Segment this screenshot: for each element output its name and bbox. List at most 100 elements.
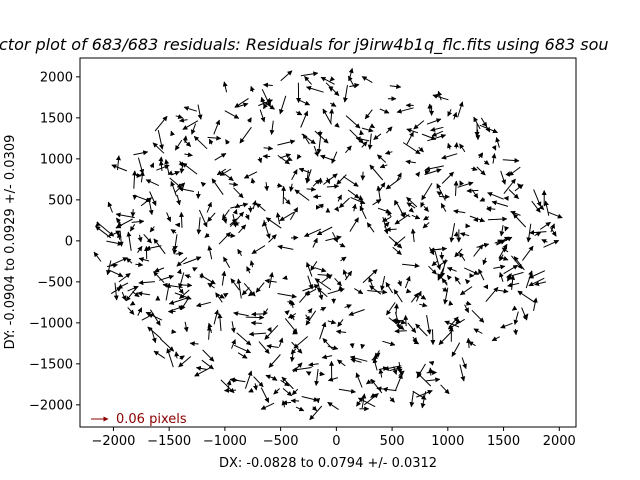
residual-vector: [230, 321, 236, 333]
residual-vector: [441, 171, 454, 184]
residual-vector: [260, 402, 275, 410]
residual-vector: [179, 163, 185, 174]
residual-vector: [506, 273, 513, 282]
residual-vector: [268, 272, 274, 289]
residual-vector: [499, 225, 505, 237]
residual-vector: [320, 154, 334, 161]
residual-vector: [327, 376, 339, 382]
residual-vector: [309, 405, 323, 421]
residual-vector: [361, 127, 374, 133]
residual-vector: [292, 362, 303, 373]
residual-vector: [246, 117, 252, 123]
residual-vector: [175, 222, 181, 228]
residual-vector: [184, 274, 192, 279]
residual-vector: [223, 256, 231, 269]
residual-vector: [258, 341, 270, 354]
residual-vector: [305, 310, 317, 326]
residual-vector: [529, 230, 547, 236]
residual-vector: [402, 142, 421, 155]
residual-vector: [320, 76, 335, 85]
residual-vector: [133, 150, 149, 156]
residual-vector: [419, 302, 428, 308]
residual-vector: [544, 200, 550, 216]
residual-vector: [219, 293, 225, 299]
residual-vector: [158, 156, 164, 162]
residual-vector: [512, 213, 527, 228]
residual-vector: [379, 108, 390, 114]
residual-vector: [366, 222, 375, 233]
residual-vector: [253, 376, 264, 388]
residual-vector: [178, 186, 194, 192]
residual-vector: [116, 232, 122, 240]
residual-vector: [504, 225, 510, 232]
residual-vector: [260, 96, 266, 109]
residual-vector: [207, 212, 216, 222]
residual-vector: [459, 232, 470, 237]
residual-vector: [127, 285, 139, 292]
x-axis-ticks: −2000 −1500 −1000 −500 0 500 1000 1500 2000: [91, 427, 576, 449]
residual-vector: [499, 255, 509, 261]
residual-vector: [339, 242, 346, 248]
residual-vector: [392, 246, 402, 255]
residual-vector: [222, 292, 229, 298]
residual-vector: [345, 115, 361, 129]
residual-vector: [180, 296, 190, 311]
residual-vector: [250, 85, 255, 93]
residual-vector: [405, 159, 416, 165]
residual-vector: [428, 360, 435, 366]
quiver-key: 0.06 pixels: [91, 412, 187, 427]
residual-vector: [416, 363, 426, 379]
residual-vector: [416, 389, 433, 398]
residual-vector: [349, 343, 355, 349]
residual-vector: [428, 265, 437, 275]
residual-vector: [266, 343, 279, 349]
residual-vector: [510, 210, 521, 216]
residual-vector: [406, 131, 414, 145]
residual-vector: [322, 338, 334, 350]
residual-vector: [167, 170, 174, 176]
residual-vector: [506, 271, 524, 279]
residual-vector: [448, 300, 454, 306]
residual-vector: [360, 343, 366, 350]
residual-vector: [426, 377, 441, 383]
x-tick-label: −2000: [91, 434, 135, 449]
quiver-key-label: 0.06 pixels: [116, 412, 187, 427]
residual-vector: [300, 71, 319, 77]
residual-vector: [153, 271, 165, 284]
residual-vector: [378, 368, 384, 378]
residual-vector: [179, 117, 188, 123]
residual-vector: [454, 248, 463, 258]
residual-vector: [523, 313, 529, 320]
residual-vector: [325, 82, 340, 96]
residual-vector: [255, 202, 266, 212]
residual-vector: [139, 170, 145, 183]
residual-vector: [236, 278, 242, 299]
residual-vector: [287, 156, 293, 161]
residual-vector: [108, 269, 124, 277]
residual-vector: [300, 110, 309, 128]
residual-vector: [402, 263, 420, 269]
residual-vector: [491, 153, 497, 164]
residual-vector: [249, 260, 255, 268]
residual-vector: [350, 196, 366, 205]
residual-vector: [476, 166, 486, 176]
residual-vector: [367, 133, 373, 150]
residual-vector: [279, 95, 287, 115]
x-axis-label: DX: -0.0828 to 0.0794 +/- 0.0312: [219, 456, 437, 471]
residual-vector: [305, 261, 313, 277]
residual-vector: [387, 210, 392, 218]
residual-vector: [221, 209, 230, 221]
residual-vector: [196, 301, 212, 308]
residual-vector: [327, 319, 337, 325]
residual-vector: [410, 228, 416, 243]
residual-vector: [107, 201, 113, 213]
residual-vector: [121, 291, 127, 301]
residual-vector: [314, 369, 320, 386]
residual-vector: [532, 297, 538, 312]
y-tick-label: −2000: [29, 398, 73, 413]
residual-vector: [319, 321, 327, 340]
residual-vector: [539, 221, 551, 230]
residual-vector: [394, 200, 399, 206]
residual-vector: [190, 123, 197, 135]
residual-vector: [362, 269, 378, 284]
